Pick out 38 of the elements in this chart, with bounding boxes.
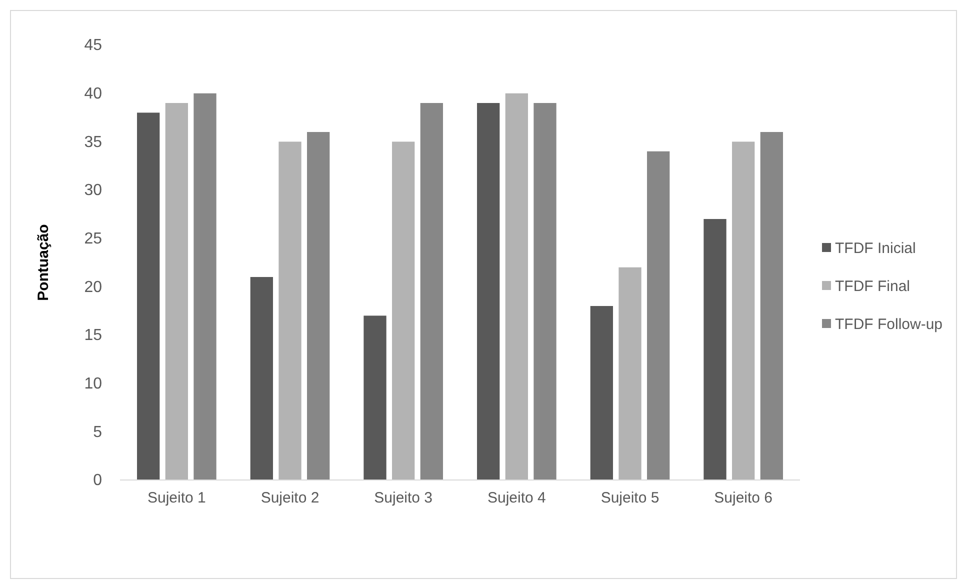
bar: [618, 267, 642, 480]
y-tick-label: 25: [84, 230, 102, 248]
y-tick-label: 30: [84, 182, 102, 200]
legend-label: TFDF Inicial: [835, 240, 916, 257]
bar: [250, 277, 273, 480]
legend-label: TFDF Follow-up: [835, 316, 943, 333]
bar: [477, 103, 500, 480]
bar: [307, 132, 330, 480]
bar: [278, 142, 302, 480]
y-tick-label: 0: [93, 472, 102, 490]
x-tick-label: Sujeito 5: [600, 490, 660, 507]
x-tick-label: Sujeito 4: [487, 490, 546, 507]
x-tick-label: Sujeito 3: [374, 490, 433, 507]
y-tick-label: 5: [93, 424, 102, 441]
x-tick-label: Sujeito 6: [714, 490, 773, 507]
y-axis-title: Pontuação: [35, 224, 52, 301]
y-tick-label: 20: [84, 278, 102, 296]
x-tick-label: Sujeito 2: [260, 490, 320, 507]
bar: [704, 219, 726, 480]
bar: [647, 151, 670, 480]
bar: [165, 103, 188, 480]
y-tick-label: 10: [84, 375, 102, 392]
bar: [760, 132, 783, 480]
bar: [420, 103, 443, 480]
bar: [505, 93, 528, 480]
bar: [137, 112, 160, 480]
bar: [590, 306, 613, 480]
y-tick-label: 45: [84, 37, 102, 54]
bar: [392, 142, 415, 480]
y-tick-label: 40: [84, 85, 102, 102]
bar: [534, 103, 556, 480]
bar: [194, 93, 216, 480]
bar: [364, 316, 386, 480]
legend-label: TFDF Final: [835, 278, 910, 295]
y-tick-label: 35: [84, 134, 102, 151]
y-tick-label: 15: [84, 327, 102, 344]
x-tick-label: Sujeito 1: [147, 490, 206, 507]
bar: [732, 142, 755, 480]
